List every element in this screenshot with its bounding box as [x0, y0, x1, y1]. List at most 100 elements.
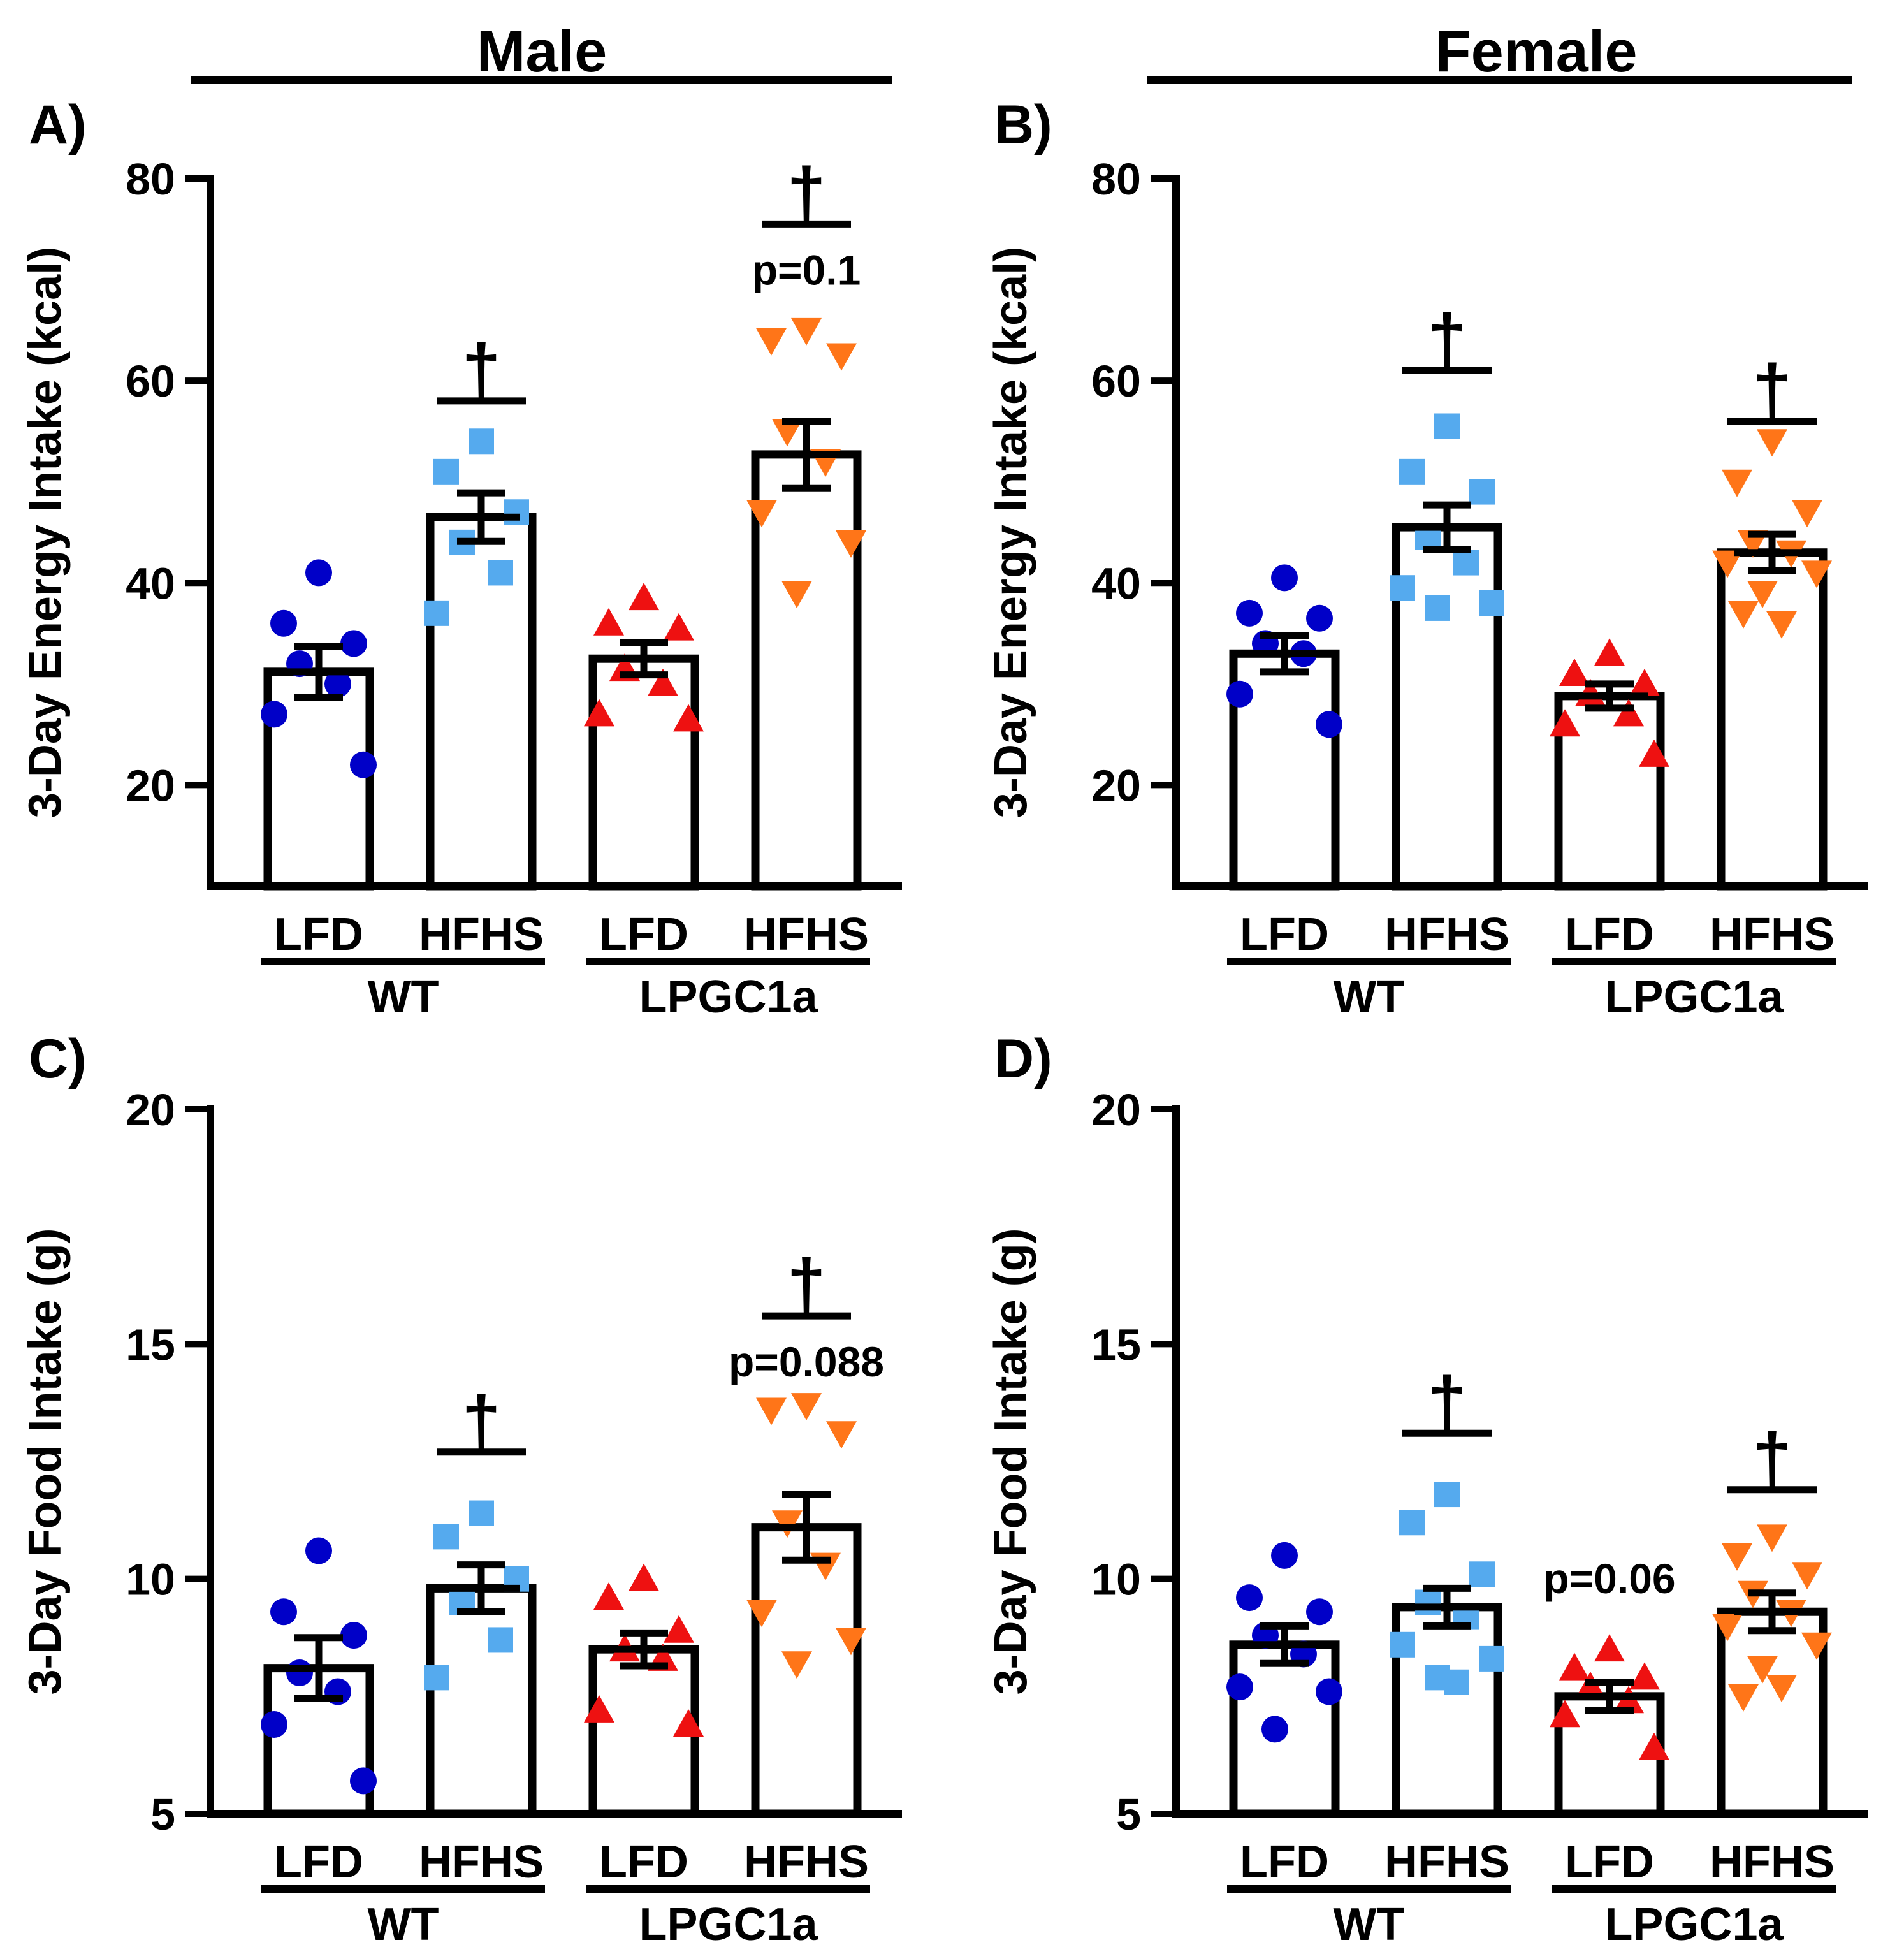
orange-down-triangle-point: [791, 1393, 822, 1421]
orange-down-triangle-point: [1801, 1632, 1832, 1660]
significance-dagger: †: [1427, 1362, 1466, 1441]
blue-circle-point: [1316, 711, 1342, 738]
lightblue-square-point: [1415, 1589, 1441, 1615]
blue-circle-point: [1261, 1716, 1288, 1743]
red-up-triangle-point: [673, 704, 704, 732]
red-up-triangle-point: [1594, 1634, 1625, 1662]
blue-circle-point: [1236, 599, 1263, 627]
bar: [1717, 1607, 1828, 1818]
significance-dagger: †: [787, 1245, 825, 1323]
panel-label: B): [994, 94, 1052, 156]
lightblue-square-point: [488, 560, 513, 586]
significance-dagger: †: [1427, 300, 1466, 378]
x-category-label: LFD: [599, 1837, 688, 1888]
lightblue-square-point: [1434, 1482, 1460, 1508]
blue-circle-point: [1236, 1584, 1263, 1612]
y-tick-label: 80: [1091, 154, 1141, 204]
bar: [263, 667, 374, 891]
significance-dagger: †: [1752, 351, 1791, 429]
blue-circle-point: [350, 1767, 377, 1795]
group-label: WT: [368, 1899, 439, 1950]
orange-down-triangle-point: [1728, 601, 1759, 629]
blue-circle-point: [1271, 564, 1298, 592]
orange-down-triangle-point: [781, 581, 812, 609]
blue-circle-point: [1316, 1678, 1342, 1705]
y-tick-label: 60: [126, 356, 175, 406]
lightblue-square-point: [1390, 575, 1415, 601]
blue-circle-point: [1271, 1542, 1298, 1569]
red-up-triangle-point: [648, 668, 678, 696]
lightblue-square-point: [433, 1524, 459, 1550]
group-label: LPGC1a: [1604, 972, 1784, 1023]
orange-down-triangle-point: [746, 1600, 777, 1628]
orange-down-triangle-point: [1747, 581, 1778, 609]
orange-down-triangle-point: [1712, 550, 1743, 578]
orange-down-triangle-point: [1722, 1543, 1752, 1571]
blue-circle-point: [305, 1537, 332, 1564]
significance-dagger: †: [787, 153, 825, 231]
blue-circle-point: [270, 609, 297, 637]
panel-b-female-energy-intake: B) 3-Day Energy Intake (kcal) 20 40 60 80 † † LF…: [985, 94, 1868, 1023]
lightblue-square-point: [1434, 413, 1460, 439]
red-up-triangle-point: [673, 1709, 704, 1737]
orange-down-triangle-point: [836, 1628, 866, 1656]
y-tick-label: 40: [126, 558, 175, 608]
blue-circle-point: [261, 701, 287, 728]
blue-circle-point: [261, 1711, 287, 1739]
orange-down-triangle-point: [1792, 500, 1822, 528]
x-category-label: HFHS: [744, 909, 869, 960]
y-tick-label: 60: [1091, 356, 1141, 406]
lightblue-square-point: [1390, 1631, 1415, 1658]
bar: [426, 1584, 537, 1818]
x-category-label: HFHS: [1384, 909, 1509, 960]
orange-down-triangle-point: [772, 419, 803, 447]
red-up-triangle-point: [1639, 1732, 1669, 1760]
red-up-triangle-point: [629, 583, 659, 611]
y-tick-label: 15: [1091, 1320, 1141, 1369]
bar: [1554, 692, 1665, 891]
orange-down-triangle-point: [826, 1421, 857, 1449]
y-axis-label: 3-Day Energy Intake (kcal): [985, 247, 1036, 818]
orange-down-triangle-point: [1757, 1524, 1787, 1552]
x-category-label: LFD: [274, 909, 363, 960]
y-tick-label: 5: [150, 1790, 175, 1839]
y-tick-label: 10: [1091, 1555, 1141, 1605]
x-category-label: HFHS: [419, 909, 544, 960]
lightblue-square-point: [469, 428, 494, 455]
red-up-triangle-point: [1629, 1662, 1660, 1690]
group-label: WT: [368, 972, 439, 1023]
y-tick-label: 20: [1091, 761, 1141, 810]
panel-a-male-energy-intake: A) 3-Day Energy Intake (kcal) 20 40 60 80 † † p=…: [20, 94, 902, 1023]
orange-down-triangle-point: [1757, 429, 1787, 457]
x-category-label: HFHS: [1710, 909, 1835, 960]
panel-d-female-food-intake: D) 3-Day Food Intake (g) 5 10 15 20 † † p=0.06 LF…: [985, 1028, 1868, 1950]
orange-down-triangle-point: [1728, 1684, 1759, 1712]
red-up-triangle-point: [664, 1615, 694, 1643]
orange-down-triangle-point: [1766, 1675, 1797, 1703]
x-category-label: HFHS: [1384, 1837, 1509, 1888]
y-axis-label: 3-Day Energy Intake (kcal): [20, 247, 71, 818]
x-category-label: LFD: [599, 909, 688, 960]
orange-down-triangle-point: [836, 530, 866, 558]
lightblue-square-point: [1399, 458, 1425, 485]
lightblue-square-point: [1399, 1510, 1425, 1536]
orange-down-triangle-point: [756, 328, 787, 356]
x-category-label: LFD: [1565, 1837, 1654, 1888]
lightblue-square-point: [424, 600, 449, 626]
orange-down-triangle-point: [781, 1651, 812, 1679]
orange-down-triangle-point: [826, 343, 857, 371]
y-axis-label: 3-Day Food Intake (g): [20, 1228, 71, 1695]
red-up-triangle-point: [1550, 709, 1580, 737]
y-axis-label: 3-Day Food Intake (g): [985, 1228, 1036, 1695]
y-tick-label: 5: [1116, 1790, 1141, 1839]
red-up-triangle-point: [1559, 659, 1590, 686]
y-tick-label: 20: [1091, 1085, 1141, 1135]
red-up-triangle-point: [1639, 739, 1669, 767]
y-tick-label: 10: [126, 1555, 175, 1605]
p-value-annotation: p=0.088: [729, 1338, 884, 1385]
blue-circle-point: [1226, 680, 1253, 708]
orange-down-triangle-point: [1792, 1562, 1822, 1590]
bar: [588, 654, 699, 891]
lightblue-square-point: [1444, 1669, 1469, 1695]
